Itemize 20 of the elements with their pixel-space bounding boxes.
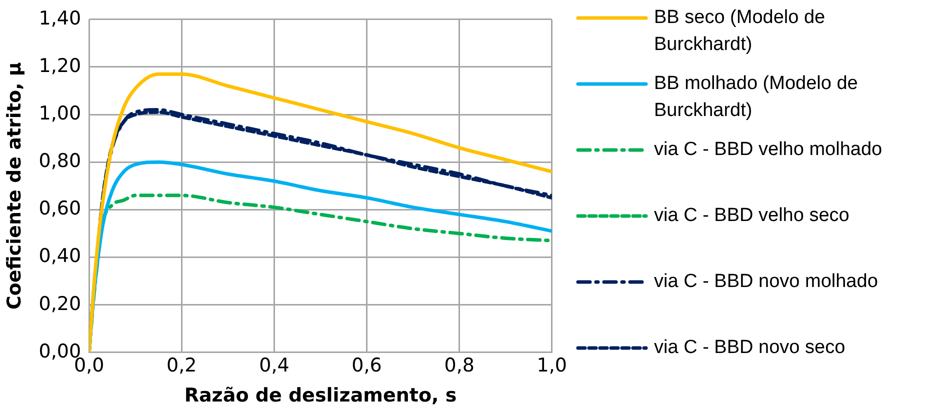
y-tick-label: 1,00 xyxy=(38,102,82,124)
legend-label: via C - BBD novo molhado xyxy=(654,270,878,294)
legend-label: BB seco (Modelo de Burckhardt) xyxy=(654,6,826,57)
x-tick-label: 0,6 xyxy=(352,354,382,377)
x-tick-label: 1,0 xyxy=(536,354,567,377)
legend-label: BB molhado (Modelo de Burckhardt) xyxy=(654,72,859,123)
y-tick-label: 0,60 xyxy=(38,198,82,220)
y-tick-label: 0,20 xyxy=(38,292,82,315)
x-tick-label: 0,2 xyxy=(166,354,197,377)
x-tick-label: 0,8 xyxy=(444,354,474,377)
legend-label: via C - BBD velho seco xyxy=(654,204,850,228)
y-tick-label: 1,40 xyxy=(38,7,82,30)
legend-label: via C - BBD novo seco xyxy=(654,336,846,360)
y-tick-label: 1,20 xyxy=(38,54,82,77)
x-tick-label: 0,4 xyxy=(259,354,290,377)
y-axis-title: Coeficiente de atrito, μ xyxy=(3,62,26,310)
x-axis-title: Razão de deslizamento, s xyxy=(184,384,457,407)
legend-label: via C - BBD velho molhado xyxy=(654,138,882,162)
y-tick-label: 0,40 xyxy=(38,245,82,268)
y-tick-label: 0,80 xyxy=(38,150,82,172)
